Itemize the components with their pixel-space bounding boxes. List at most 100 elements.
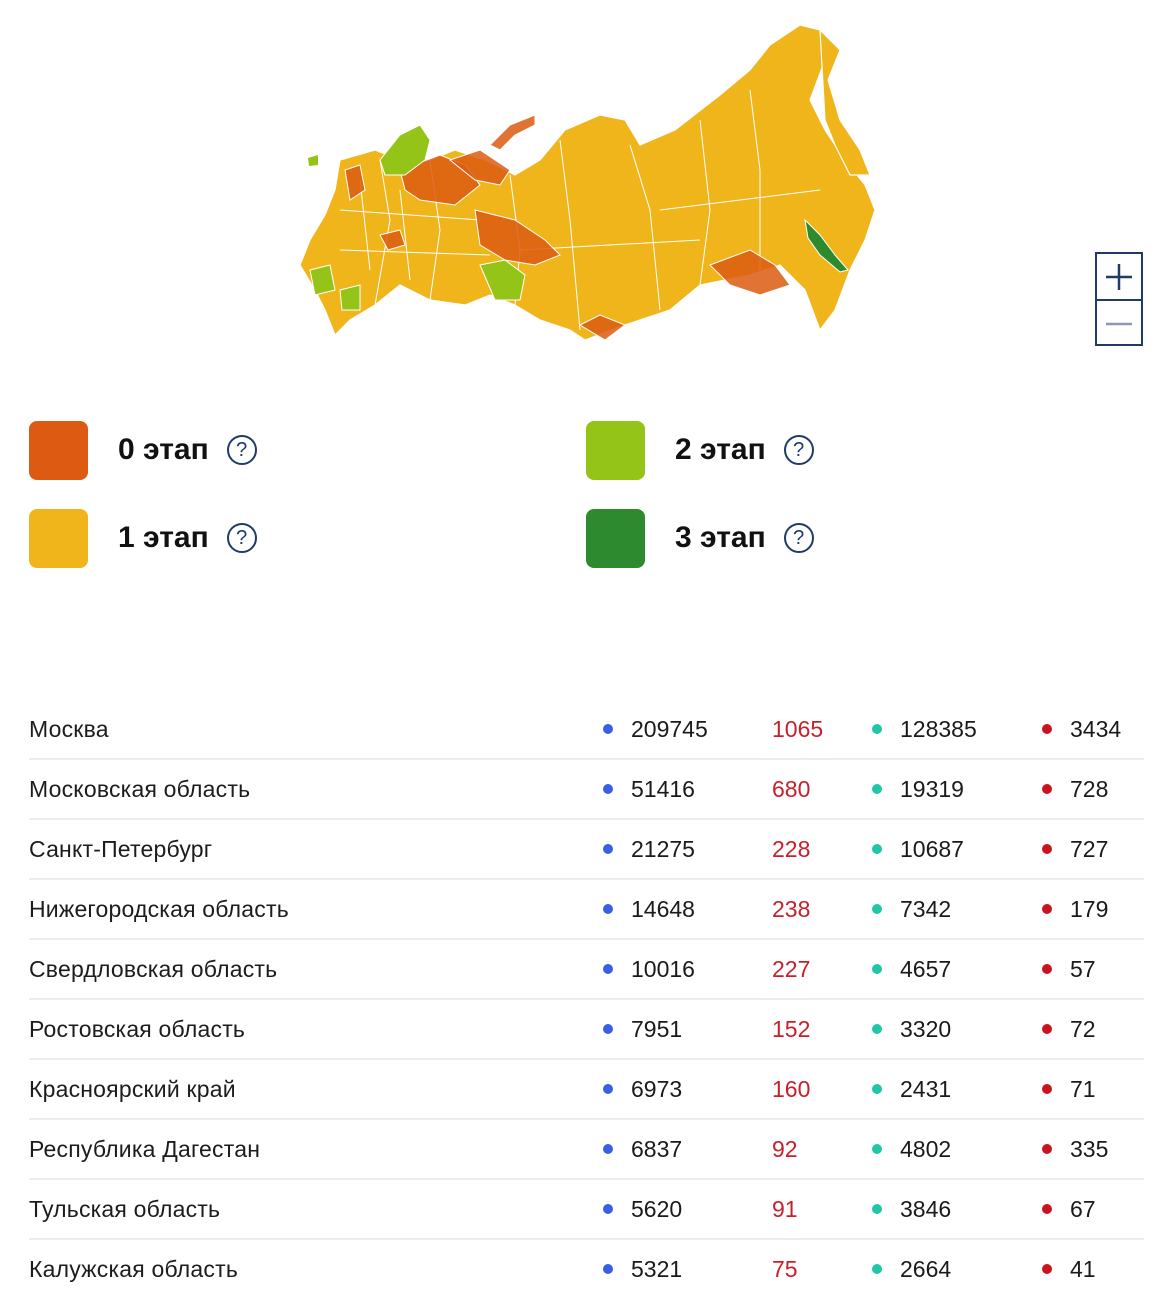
recovered-value: 19319 [900, 775, 964, 802]
map-region-stage0-small[interactable] [379, 229, 406, 251]
recovered-value: 2664 [900, 1255, 952, 1282]
recovered-value: 2431 [900, 1075, 952, 1102]
deaths-value: 71 [1070, 1075, 1096, 1102]
confirmed-dot-icon [603, 1264, 613, 1274]
deaths-dot-icon [1042, 1024, 1052, 1034]
recovered-value: 10687 [900, 835, 964, 862]
russia-stage-map[interactable] [280, 10, 900, 360]
recovered-cell: 2664 [872, 1240, 951, 1298]
recovered-dot-icon [872, 1144, 882, 1154]
deaths-cell: 3434 [1042, 700, 1121, 758]
deaths-dot-icon [1042, 1084, 1052, 1094]
recovered-value: 7342 [900, 895, 952, 922]
deaths-cell: 41 [1042, 1240, 1096, 1298]
recovered-value: 4802 [900, 1135, 952, 1162]
recovered-cell: 3320 [872, 1000, 951, 1058]
map-region-stage0-khmao[interactable] [474, 209, 561, 266]
table-row[interactable]: Санкт-Петербург 21275 228 10687 727 [29, 820, 1144, 880]
confirmed-dot-icon [603, 724, 613, 734]
recovered-cell: 3846 [872, 1180, 951, 1238]
deaths-dot-icon [1042, 964, 1052, 974]
deaths-value: 67 [1070, 1195, 1096, 1222]
map-region-stage2-kaliningrad[interactable] [308, 155, 318, 166]
map-region-stage0-novaya-zemlya[interactable] [489, 114, 536, 151]
map-region-stage0-nenets[interactable] [448, 149, 511, 186]
legend-item-stage0: 0 этап ? [29, 420, 257, 480]
recovered-value: 3320 [900, 1015, 952, 1042]
zoom-out-button[interactable] [1097, 299, 1141, 346]
deaths-cell: 179 [1042, 880, 1108, 938]
recovered-cell: 2431 [872, 1060, 951, 1118]
help-icon[interactable]: ? [783, 523, 814, 553]
recovered-cell: 10687 [872, 820, 964, 878]
region-name: Московская область [29, 775, 251, 802]
confirmed-dot-icon [603, 904, 613, 914]
deaths-value: 57 [1070, 955, 1096, 982]
confirmed-value: 5620 [631, 1195, 683, 1222]
map-region-stage0-tuva[interactable] [578, 314, 627, 341]
new-cases-value: 680 [772, 775, 811, 802]
legend-swatch [586, 420, 645, 480]
deaths-cell: 67 [1042, 1180, 1096, 1238]
table-row[interactable]: Республика Дагестан 6837 92 4802 335 [29, 1120, 1144, 1180]
table-row[interactable]: Московская область 51416 680 19319 728 [29, 760, 1144, 820]
deaths-value: 72 [1070, 1015, 1096, 1042]
table-row[interactable]: Свердловская область 10016 227 4657 57 [29, 940, 1144, 1000]
deaths-dot-icon [1042, 1144, 1052, 1154]
deaths-dot-icon [1042, 1204, 1052, 1214]
map-region-stage2-south2[interactable] [339, 284, 361, 311]
recovered-dot-icon [872, 724, 882, 734]
legend-label: 0 этап [118, 433, 209, 466]
recovered-cell: 7342 [872, 880, 951, 938]
help-icon[interactable]: ? [783, 435, 814, 465]
region-name: Тульская область [29, 1195, 221, 1222]
recovered-dot-icon [872, 1204, 882, 1214]
zoom-in-button[interactable] [1097, 254, 1141, 299]
deaths-value: 335 [1070, 1135, 1109, 1162]
deaths-cell: 335 [1042, 1120, 1108, 1178]
legend-label: 1 этап [118, 521, 209, 554]
table-row[interactable]: Красноярский край 6973 160 2431 71 [29, 1060, 1144, 1120]
region-name: Калужская область [29, 1255, 239, 1282]
legend-label: 3 этап [675, 521, 766, 554]
deaths-dot-icon [1042, 784, 1052, 794]
table-row[interactable]: Тульская область 5620 91 3846 67 [29, 1180, 1144, 1240]
map-zoom-controls [1095, 252, 1143, 346]
recovered-cell: 19319 [872, 760, 964, 818]
confirmed-value: 209745 [631, 715, 708, 742]
confirmed-cell: 6837 [603, 1120, 682, 1178]
help-icon[interactable]: ? [226, 523, 257, 553]
confirmed-cell: 209745 [603, 700, 708, 758]
deaths-cell: 72 [1042, 1000, 1096, 1058]
map-region-stage1-main[interactable] [299, 24, 876, 341]
deaths-cell: 727 [1042, 820, 1108, 878]
map-region-stage0-east[interactable] [709, 249, 791, 296]
confirmed-dot-icon [603, 784, 613, 794]
region-name: Ростовская область [29, 1015, 246, 1042]
new-cases-value: 152 [772, 1015, 811, 1042]
confirmed-value: 7951 [631, 1015, 683, 1042]
new-cases-value: 91 [772, 1195, 798, 1222]
map-region-stage1-chukotka[interactable] [819, 28, 871, 176]
map-region-stage2-murmansk[interactable] [379, 124, 431, 176]
table-row[interactable]: Москва 209745 1065 128385 3434 [29, 700, 1144, 760]
table-row[interactable]: Нижегородская область 14648 238 7342 179 [29, 880, 1144, 940]
plus-icon [1106, 263, 1132, 290]
new-cases-value: 92 [772, 1135, 798, 1162]
map-region-stage3-sakhalin[interactable] [804, 218, 849, 273]
table-row[interactable]: Ростовская область 7951 152 3320 72 [29, 1000, 1144, 1060]
help-icon[interactable]: ? [226, 435, 257, 465]
deaths-value: 41 [1070, 1255, 1096, 1282]
recovered-value: 128385 [900, 715, 977, 742]
map-region-stage2-south1[interactable] [309, 264, 336, 296]
confirmed-dot-icon [603, 1084, 613, 1094]
map-region-stage0-west[interactable] [344, 164, 366, 201]
deaths-value: 179 [1070, 895, 1109, 922]
legend-label: 2 этап [675, 433, 766, 466]
region-name: Свердловская область [29, 955, 278, 982]
confirmed-cell: 7951 [603, 1000, 682, 1058]
region-name: Санкт-Петербург [29, 835, 213, 862]
confirmed-value: 10016 [631, 955, 695, 982]
table-row[interactable]: Калужская область 5321 75 2664 41 [29, 1240, 1144, 1298]
map-region-stage2-tyumen[interactable] [479, 259, 526, 301]
